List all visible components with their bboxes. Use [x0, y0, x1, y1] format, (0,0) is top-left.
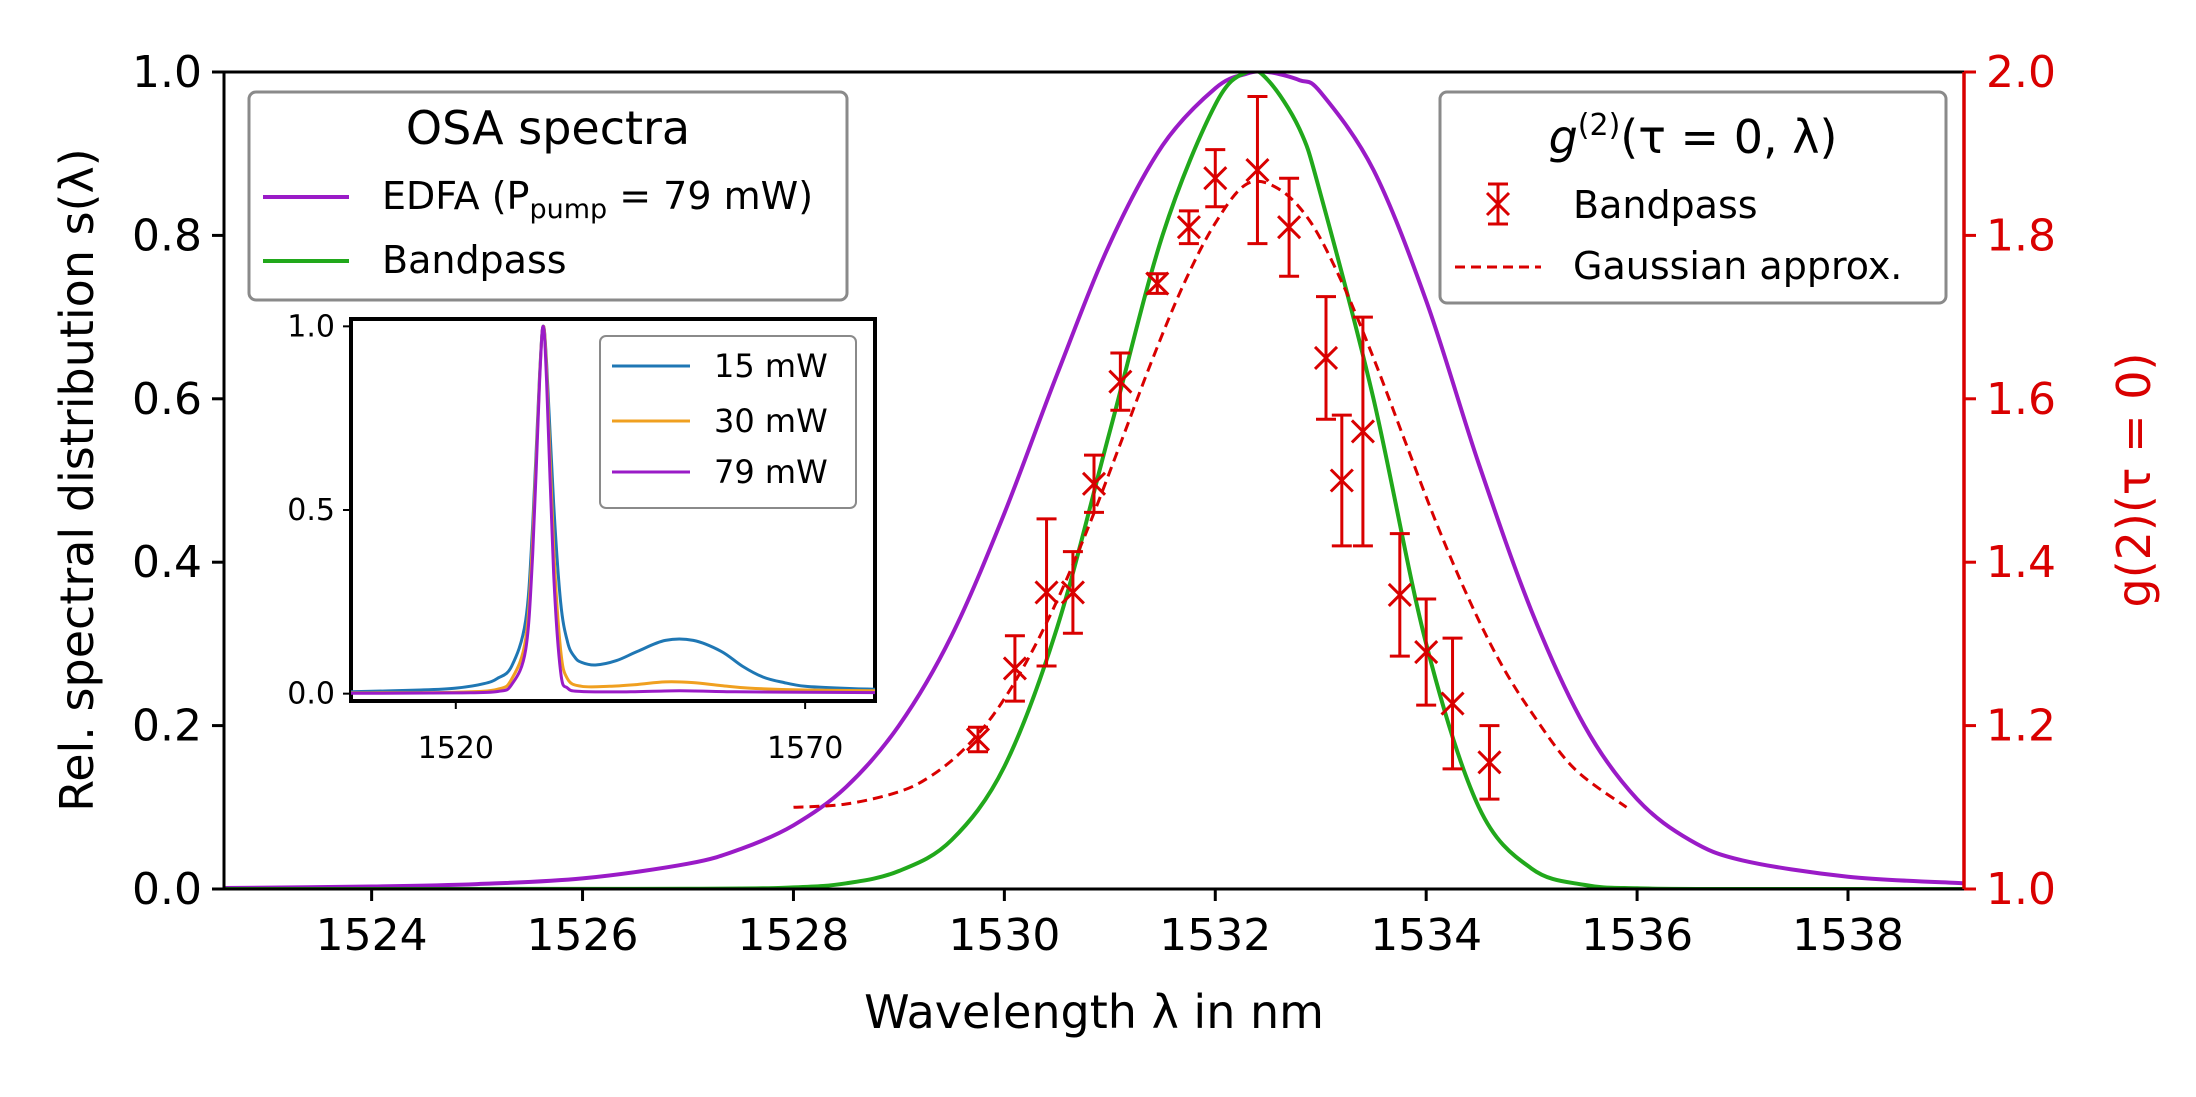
inset-x-tick-label: 1570	[767, 731, 843, 766]
x-axis-label: Wavelength λ in nm	[864, 985, 1324, 1039]
inset-legend-79mw-label: 79 mW	[714, 453, 828, 491]
y-right-tick-label: 1.2	[1986, 701, 2056, 752]
legend-g2: g(2)(τ = 0, λ) Bandpass Gaussian approx.	[1438, 90, 1948, 305]
inset-legend-frame	[599, 335, 857, 509]
inset-legend-30mw-label: 30 mW	[714, 402, 828, 440]
g2-data-point	[1060, 550, 1085, 635]
x-tick-label: 1532	[1159, 910, 1271, 961]
legend-osa: OSA spectra EDFA (Ppump = 79 mW) Bandpas…	[247, 90, 849, 302]
legend-osa-title: OSA spectra	[406, 101, 690, 155]
g2-data-point	[1145, 271, 1170, 296]
g2-data-point	[1277, 176, 1302, 278]
g2-data-point	[1108, 351, 1133, 412]
inset-y-tick-label: 0.5	[287, 493, 335, 528]
x-tick-label: 1536	[1581, 910, 1693, 961]
y-right-tick-label: 1.6	[1986, 374, 2056, 425]
y-left-tick-label: 0.6	[132, 374, 202, 425]
x-tick-label: 1534	[1370, 910, 1482, 961]
y-right-tick-label: 1.4	[1986, 537, 2056, 588]
legend-edfa-label-sub: pump	[529, 194, 607, 225]
x-tick-label: 1538	[1792, 910, 1904, 961]
g2-data-point	[965, 725, 991, 754]
legend-g2-bandpass-label: Bandpass	[1573, 183, 1758, 227]
legend-g2-title-sup: (2)	[1578, 108, 1621, 143]
y-left-tick-label: 0.0	[132, 864, 202, 915]
legend-bandpass-label: Bandpass	[382, 238, 567, 282]
y-left-tick-label: 0.8	[132, 210, 202, 261]
bandpass-curve	[224, 72, 1964, 889]
legend-g2-bandpass-marker	[1485, 182, 1511, 226]
x-tick-label: 1526	[527, 910, 639, 961]
g2-data-point	[1203, 148, 1228, 209]
inset-curve-79mw	[351, 324, 875, 695]
y-left-tick-label: 1.0	[132, 47, 202, 98]
gaussian-approx-curve	[793, 179, 1628, 809]
g2-data-point	[1414, 597, 1439, 707]
inset-y-tick-label: 1.0	[287, 309, 335, 344]
inset-chart: 1520 1570 0.0 0.5 1.0 15 mW 30 mW 79 mW	[287, 309, 877, 766]
edfa-curve	[224, 72, 1964, 889]
legend-edfa-label: EDFA (Ppump = 79 mW)	[382, 174, 813, 225]
legend-edfa-label-rest: = 79 mW)	[607, 174, 813, 218]
y-right-tick-label: 2.0	[1986, 47, 2056, 98]
g2-data-point	[1350, 315, 1375, 548]
x-tick-label: 1528	[737, 910, 849, 961]
g2-data-point	[1313, 295, 1339, 421]
legend-g2-title: g(2)(τ = 0, λ)	[1549, 108, 1838, 164]
y-left-tick-label: 0.4	[132, 537, 202, 588]
y-right-axis-label: g(2)(τ = 0)	[2107, 353, 2161, 608]
g2-data-point	[1440, 636, 1465, 771]
g2-data-point	[1329, 413, 1354, 548]
y-right-tick-label: 1.8	[1986, 210, 2056, 261]
inset-x-tick-label: 1520	[418, 731, 494, 766]
inset-legend: 15 mW 30 mW 79 mW	[599, 335, 857, 509]
inset-y-tick-label: 0.0	[287, 677, 335, 712]
y-left-axis-label: Rel. spectral distribution s(λ)	[50, 148, 104, 811]
g2-data-point	[1245, 95, 1270, 246]
g2-data-point	[1034, 517, 1059, 668]
legend-g2-title-args: (τ = 0, λ)	[1620, 110, 1837, 164]
g2-data-point	[1176, 209, 1201, 246]
legend-osa-frame	[247, 90, 849, 302]
g2-data-point	[1477, 724, 1502, 801]
y-right-tick-label: 1.0	[1986, 864, 2056, 915]
legend-g2-frame	[1438, 90, 1948, 305]
legend-edfa-label-main: EDFA (P	[382, 174, 529, 218]
x-tick-label: 1530	[948, 910, 1060, 961]
g2-data-point	[1081, 453, 1107, 514]
g2-data-point	[1002, 634, 1027, 703]
g2-data-point	[1387, 532, 1412, 658]
inset-legend-15mw-label: 15 mW	[714, 347, 828, 385]
legend-g2-gaussian-label: Gaussian approx.	[1573, 244, 1902, 288]
legend-g2-title-g: g	[1549, 110, 1578, 164]
x-tick-label: 1524	[316, 910, 428, 961]
y-left-tick-label: 0.2	[132, 701, 202, 752]
inset-curve-15mw	[351, 324, 875, 694]
